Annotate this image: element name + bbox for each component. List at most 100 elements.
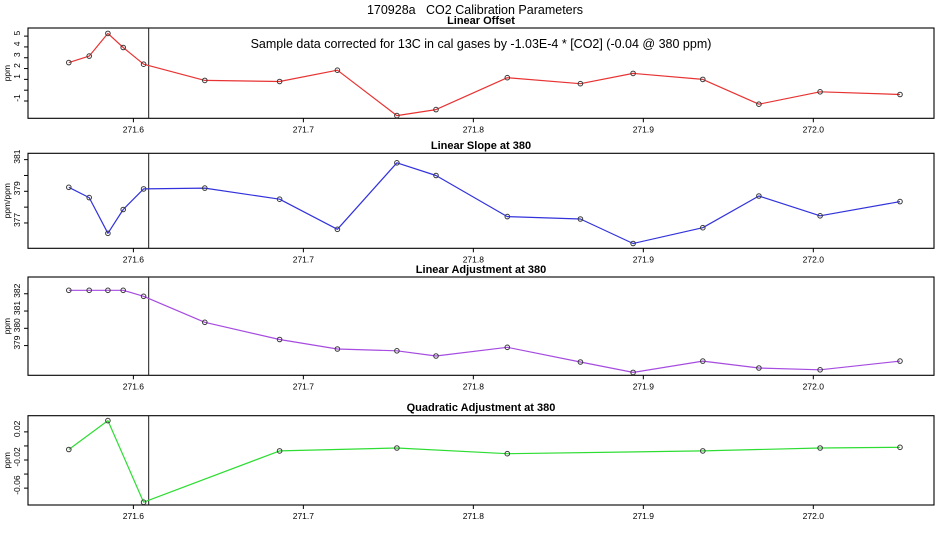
y-axis-label: ppm bbox=[2, 452, 12, 469]
data-point bbox=[66, 59, 72, 66]
correction-annotation: Sample data corrected for 13C in cal gas… bbox=[250, 37, 712, 51]
data-point bbox=[202, 77, 208, 84]
data-point bbox=[756, 193, 762, 199]
data-point bbox=[120, 206, 126, 213]
x-tick-label: 271.6 bbox=[123, 381, 145, 391]
data-point bbox=[276, 336, 283, 343]
data-point bbox=[276, 78, 283, 85]
data-point bbox=[504, 344, 511, 351]
data-point bbox=[817, 213, 823, 219]
figure-title: 170928a CO2 Calibration Parameters bbox=[366, 3, 584, 17]
data-point bbox=[66, 184, 72, 191]
x-tick-label: 271.7 bbox=[293, 381, 315, 391]
data-point bbox=[394, 112, 400, 119]
data-point bbox=[105, 417, 111, 424]
data-point bbox=[817, 445, 823, 451]
x-tick-label: 271.9 bbox=[633, 124, 655, 134]
x-tick-label: 271.9 bbox=[633, 254, 655, 264]
data-point bbox=[630, 70, 636, 77]
data-point bbox=[630, 369, 636, 376]
x-tick-label: 271.7 bbox=[293, 254, 315, 264]
y-tick-label: 3 bbox=[12, 52, 22, 57]
x-tick-label: 271.8 bbox=[463, 511, 485, 521]
y-tick-label: 4 bbox=[12, 41, 22, 46]
x-tick-label: 271.7 bbox=[293, 124, 315, 134]
y-tick-label: 1 bbox=[12, 74, 22, 79]
data-point bbox=[504, 74, 511, 81]
data-line bbox=[68, 162, 901, 245]
data-point bbox=[504, 213, 511, 220]
data-point bbox=[756, 365, 762, 371]
panel-box bbox=[27, 27, 935, 119]
data-point bbox=[504, 450, 511, 457]
x-tick-label: 271.7 bbox=[293, 511, 315, 521]
data-point bbox=[700, 224, 706, 231]
y-tick-label: 382 bbox=[12, 283, 22, 297]
panel-title-quadratic-adjustment: Quadratic Adjustment at 380 bbox=[406, 402, 556, 415]
y-axis-label: ppm bbox=[2, 318, 12, 335]
x-tick-label: 271.8 bbox=[463, 254, 485, 264]
y-tick-label: 5 bbox=[12, 30, 22, 35]
y-tick-label: -0.02 bbox=[12, 447, 22, 467]
data-point bbox=[202, 185, 208, 191]
data-point bbox=[140, 61, 147, 67]
data-point bbox=[897, 444, 903, 451]
y-tick-label: 379 bbox=[12, 335, 22, 349]
panel-box bbox=[27, 415, 935, 506]
y-tick-label: -0.06 bbox=[12, 475, 22, 495]
data-point bbox=[276, 196, 283, 202]
panel-title-linear-offset: Linear Offset bbox=[447, 14, 515, 27]
x-tick-label: 271.8 bbox=[463, 381, 485, 391]
x-tick-label: 272.0 bbox=[803, 254, 825, 264]
data-point bbox=[394, 445, 400, 451]
panel-title-linear-slope: Linear Slope at 380 bbox=[430, 139, 532, 152]
data-point bbox=[140, 293, 147, 300]
y-axis-label: ppm bbox=[2, 65, 12, 82]
data-point bbox=[140, 186, 147, 192]
data-point bbox=[140, 499, 147, 506]
panel-linear-adjustment-at-380: 271.6 271.7 271.8 271.9 272.0 379 380 381 382 ppm bbox=[2, 276, 935, 391]
x-tick-label: 271.9 bbox=[633, 511, 655, 521]
data-point bbox=[394, 348, 400, 354]
data-point bbox=[66, 446, 72, 453]
data-point bbox=[433, 353, 439, 359]
y-tick-label: -1 bbox=[12, 94, 22, 102]
data-point bbox=[86, 287, 92, 294]
x-tick-label: 272.0 bbox=[803, 124, 825, 134]
data-point bbox=[66, 287, 72, 294]
data-point bbox=[817, 89, 823, 95]
x-tick-label: 271.8 bbox=[463, 124, 485, 134]
data-point bbox=[897, 358, 903, 364]
y-tick-label: 381 bbox=[12, 301, 22, 315]
data-point bbox=[105, 287, 111, 294]
data-point bbox=[433, 172, 439, 179]
data-point bbox=[577, 216, 584, 222]
data-point bbox=[276, 448, 283, 454]
data-point bbox=[120, 287, 126, 294]
data-point bbox=[202, 319, 208, 326]
panel-linear-slope-at-380: 271.6 271.7 271.8 271.9 272.0 377 379 381 ppm/pp… bbox=[2, 149, 935, 264]
data-point bbox=[334, 346, 341, 352]
data-line bbox=[68, 420, 901, 503]
panel-quadratic-adjustment-at-380: 271.6 271.7 271.8 271.9 272.0 -0.06 -0.02 0.02 p… bbox=[2, 415, 935, 521]
data-point bbox=[105, 230, 111, 237]
panel-box bbox=[27, 276, 935, 376]
data-point bbox=[897, 198, 903, 205]
data-point bbox=[334, 67, 341, 73]
data-point bbox=[334, 226, 341, 233]
x-tick-label: 271.6 bbox=[123, 124, 145, 134]
data-point bbox=[817, 367, 823, 373]
y-tick-label: 2 bbox=[12, 63, 22, 68]
panel-box bbox=[27, 152, 935, 249]
data-point bbox=[700, 358, 706, 364]
y-tick-label: 377 bbox=[12, 213, 22, 227]
panel-title-linear-adjustment: Linear Adjustment at 380 bbox=[415, 263, 547, 276]
y-axis-label: ppm/ppm bbox=[2, 183, 12, 218]
data-point bbox=[700, 76, 706, 83]
data-point bbox=[86, 53, 92, 59]
data-point bbox=[86, 194, 92, 201]
data-point bbox=[105, 30, 111, 37]
y-tick-label: 380 bbox=[12, 318, 22, 332]
